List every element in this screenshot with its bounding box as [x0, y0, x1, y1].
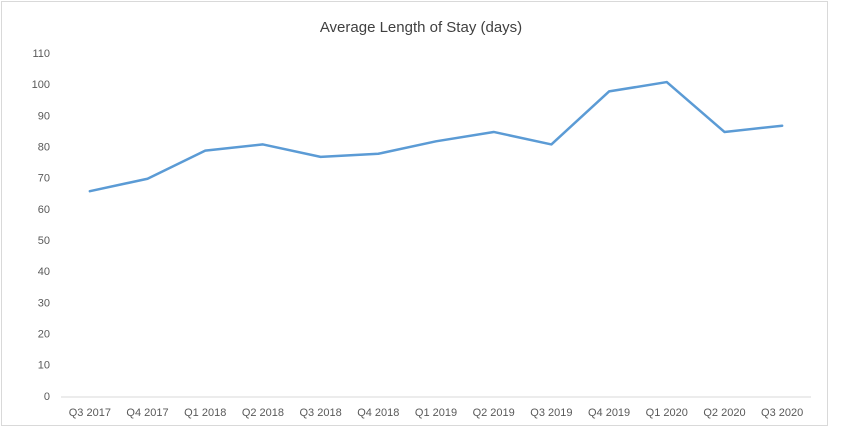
x-tick-label: Q3 2020: [761, 407, 803, 419]
x-tick-label: Q1 2020: [646, 407, 688, 419]
chart-title: Average Length of Stay (days): [320, 19, 522, 36]
x-tick-label: Q4 2019: [588, 407, 630, 419]
x-tick-label: Q1 2018: [184, 407, 226, 419]
y-tick-label: 20: [38, 329, 50, 341]
x-tick-label: Q3 2019: [530, 407, 572, 419]
y-tick-label: 110: [32, 48, 50, 60]
y-tick-label: 30: [38, 297, 50, 309]
y-tick-label: 40: [38, 266, 50, 278]
data-line: [88, 80, 784, 193]
y-tick-label: 0: [44, 391, 50, 403]
chart-border: [1, 1, 828, 426]
y-tick-label: 70: [38, 173, 50, 185]
x-tick-label: Q2 2020: [703, 407, 745, 419]
y-tick-label: 90: [38, 110, 50, 122]
x-tick-label: Q3 2017: [69, 407, 111, 419]
y-tick-label: 60: [38, 204, 50, 216]
x-tick-label: Q2 2019: [473, 407, 515, 419]
x-tick-label: Q3 2018: [300, 407, 342, 419]
x-tick-label: Q2 2018: [242, 407, 284, 419]
y-tick-label: 10: [38, 360, 50, 372]
x-tick-label: Q1 2019: [415, 407, 457, 419]
y-tick-label: 50: [38, 235, 50, 247]
x-tick-label: Q4 2018: [357, 407, 399, 419]
x-tick-label: Q4 2017: [126, 407, 168, 419]
y-tick-label: 100: [32, 79, 50, 91]
y-tick-label: 80: [38, 141, 50, 153]
